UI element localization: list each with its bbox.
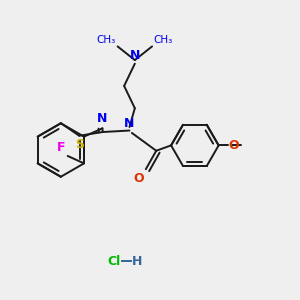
Text: N: N — [97, 112, 107, 125]
Text: O: O — [229, 139, 239, 152]
Text: N: N — [130, 50, 140, 62]
Text: H: H — [131, 255, 142, 268]
Text: S: S — [75, 138, 84, 151]
Text: F: F — [57, 141, 66, 154]
Text: N: N — [124, 117, 135, 130]
Text: Cl: Cl — [108, 255, 121, 268]
Text: CH₃: CH₃ — [154, 34, 173, 45]
Text: CH₃: CH₃ — [97, 34, 116, 45]
Text: O: O — [134, 172, 144, 185]
